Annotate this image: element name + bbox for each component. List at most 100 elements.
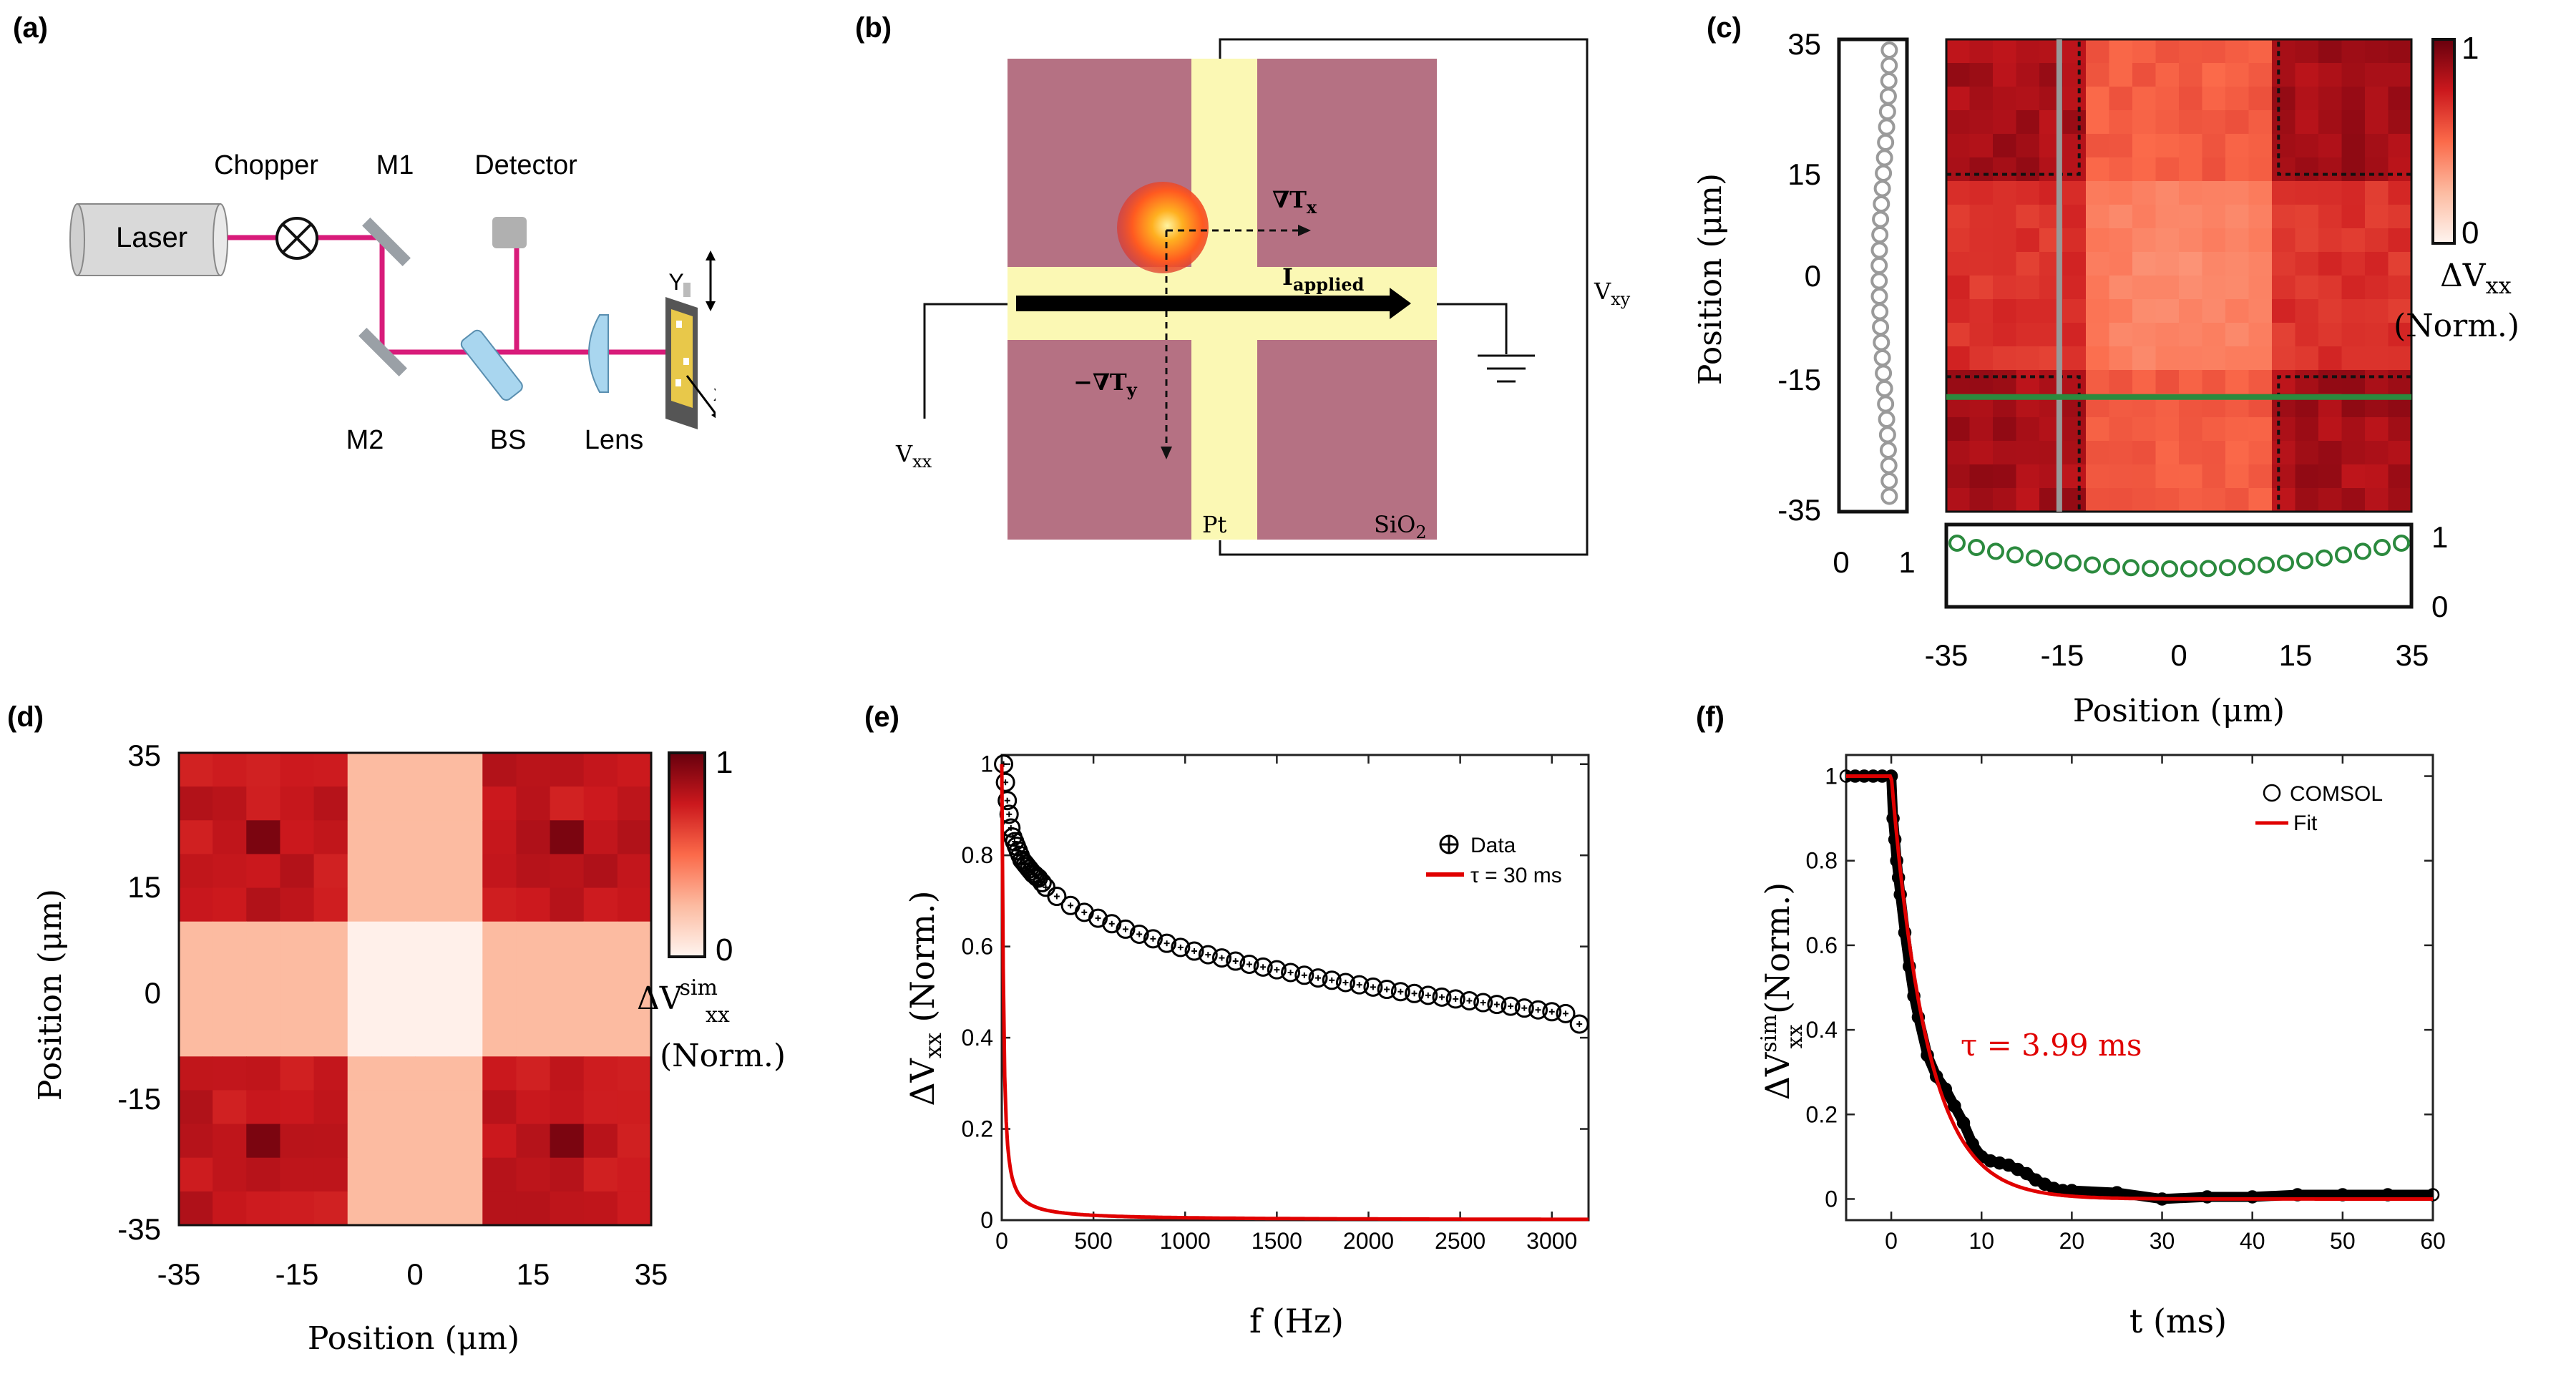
- data-point: [1116, 919, 1136, 939]
- panel-a: (a) Laser Chopper M1 M2 Detector BS Le: [13, 12, 716, 455]
- c-heatmap-cell: [2365, 276, 2389, 300]
- c-y-ticks: 35 15 0 -15 -35: [1777, 27, 1821, 527]
- d-heatmap-cell: [246, 854, 281, 889]
- c-heatmap-cell: [2295, 87, 2319, 111]
- panel-d: (d) Position (μm) Position (μm) 35 15 0 …: [7, 701, 786, 1357]
- x-tick-label: 0: [995, 1228, 1008, 1254]
- c-heatmap-cell: [2318, 252, 2343, 276]
- data-point: [1143, 929, 1163, 949]
- c-heatmap-cell: [2155, 252, 2180, 276]
- y-tick-label: 0: [980, 1207, 993, 1233]
- data-point: [1390, 982, 1410, 1002]
- d-heatmap-cell: [179, 753, 213, 787]
- d-heatmap-cell: [415, 753, 449, 787]
- c-heatmap-cell: [2179, 87, 2203, 111]
- d-heatmap-cell: [482, 1157, 517, 1192]
- c-heatmap-cell: [1969, 346, 1994, 371]
- c-heatmap-cell: [2202, 63, 2226, 87]
- chopper: Chopper: [214, 150, 318, 260]
- d-heatmap-cell: [583, 786, 618, 821]
- c-xlabel: Position (μm): [2073, 693, 2285, 729]
- c-heatmap-cell: [2132, 157, 2157, 182]
- c-bottom-point: [2026, 549, 2043, 567]
- c-heatmap-cell: [1993, 228, 2017, 253]
- x-tick-label: 2500: [1435, 1228, 1485, 1254]
- c-heatmap-cell: [1993, 181, 2017, 205]
- c-heatmap-cell: [2365, 181, 2389, 205]
- c-heatmap-cell: [2155, 87, 2180, 111]
- c-heatmap-cell: [2341, 252, 2366, 276]
- c-heatmap-cell: [2179, 346, 2203, 371]
- c-heatmap-cell: [1993, 276, 2017, 300]
- d-xtick: 0: [406, 1257, 423, 1291]
- d-heatmap-cell: [213, 955, 247, 990]
- c-heatmap-cell: [2318, 39, 2343, 64]
- c-x-ticks: -35 -15 0 15 35: [1925, 638, 2429, 672]
- panel-f-plot: 0 10 20 30 40 50 60 0 0.2 0.4 0.6 0.8 1: [1806, 754, 2446, 1254]
- c-heatmap-cell: [2388, 252, 2412, 276]
- c-heatmap-cell: [2109, 488, 2133, 512]
- c-heatmap-cell: [2248, 205, 2273, 229]
- d-heatmap-cell: [213, 989, 247, 1023]
- c-bottom-point: [2316, 549, 2333, 567]
- c-heatmap-cell: [2248, 464, 2273, 489]
- c-heatmap-cell: [2062, 157, 2087, 182]
- c-heatmap-cell: [2365, 346, 2389, 371]
- f-xlabel: t (ms): [2129, 1302, 2227, 1340]
- c-heatmap-cell: [1946, 346, 1971, 371]
- c-heatmap-cell: [1969, 441, 1994, 465]
- c-heatmap-cell: [2016, 110, 2040, 135]
- d-heatmap-cell: [179, 1090, 213, 1125]
- d-ytick: 35: [127, 739, 161, 772]
- c-heatmap-cell: [2062, 252, 2087, 276]
- data-point: [995, 772, 1015, 792]
- y-tick-label: 0.4: [962, 1025, 993, 1051]
- c-heatmap-cell: [2365, 370, 2389, 394]
- c-heatmap-cell: [2179, 63, 2203, 87]
- c-heatmap-cell: [2225, 157, 2250, 182]
- d-heatmap-cell: [313, 854, 348, 889]
- d-heatmap-cell: [583, 1157, 618, 1192]
- sio2-label: SiO2: [1374, 511, 1427, 542]
- d-heatmap-cell: [482, 1090, 517, 1125]
- c-xtick: 0: [2170, 638, 2187, 672]
- c-heatmap-cell: [2086, 205, 2110, 229]
- c-heatmap-cell: [1946, 299, 1971, 323]
- c-heatmap-cell: [2225, 252, 2250, 276]
- c-xtick: 15: [2279, 638, 2313, 672]
- d-heatmap-cell: [415, 854, 449, 889]
- data-point: [1350, 975, 1370, 995]
- d-heatmap-cell: [313, 887, 348, 922]
- d-heatmap-cell: [415, 921, 449, 956]
- c-bottom-point: [2122, 559, 2140, 577]
- c-bottom-point: [2335, 546, 2352, 564]
- c-heatmap-cell: [2132, 63, 2157, 87]
- c-heatmap-cell: [2086, 63, 2110, 87]
- mirror-m2: M2: [346, 328, 407, 455]
- c-heatmap-cell: [2109, 87, 2133, 111]
- c-bottom-point: [2142, 560, 2159, 578]
- c-heatmap-cell: [2086, 464, 2110, 489]
- c-bottom-tick: 0: [2431, 590, 2448, 623]
- c-heatmap-cell: [2109, 370, 2133, 394]
- data-point: [1501, 996, 1521, 1016]
- d-heatmap-cell: [550, 854, 585, 889]
- c-heatmap-cell: [2062, 276, 2087, 300]
- c-heatmap-cell: [2132, 87, 2157, 111]
- d-heatmap-cell: [415, 955, 449, 990]
- d-ylabel: Position (μm): [32, 889, 69, 1101]
- d-heatmap-cell: [280, 989, 315, 1023]
- c-heatmap-cell: [2086, 181, 2110, 205]
- c-heatmap-cell: [2202, 157, 2226, 182]
- c-heatmap-cell: [2272, 417, 2296, 442]
- d-heatmap-cell: [381, 1157, 416, 1192]
- d-heatmap-cell: [381, 820, 416, 855]
- c-heatmap-cell: [2248, 299, 2273, 323]
- x-tick-label: 2000: [1343, 1228, 1394, 1254]
- c-heatmap-cell: [2016, 464, 2040, 489]
- c-heatmap-cell: [2062, 181, 2087, 205]
- c-heatmap-cell: [2318, 370, 2343, 394]
- c-left-tick: 0: [1833, 545, 1849, 579]
- d-heatmap-cell: [482, 753, 517, 787]
- c-heatmap-cell: [2318, 110, 2343, 135]
